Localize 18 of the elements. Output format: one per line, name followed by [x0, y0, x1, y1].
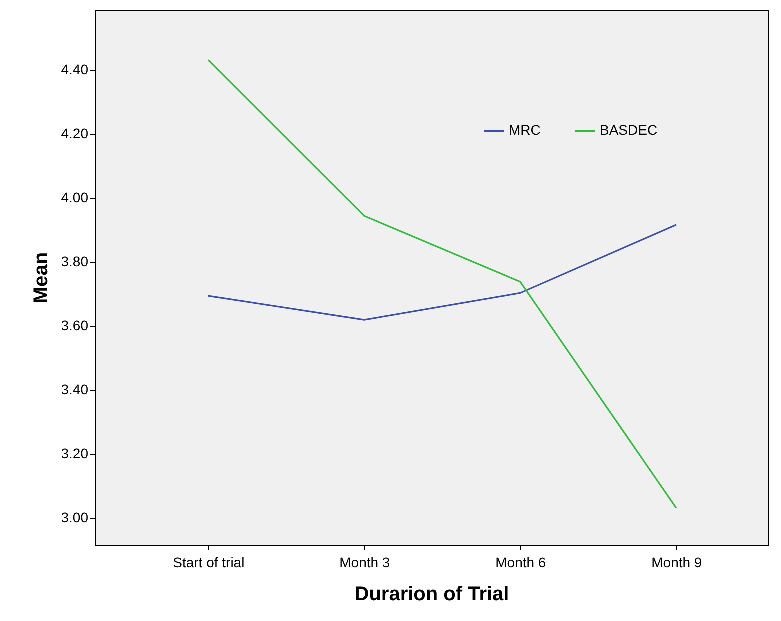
y-tick-label: 3.40 — [61, 382, 89, 398]
y-tick-label: 4.20 — [61, 126, 89, 142]
x-tick-label: Start of trial — [173, 554, 245, 570]
y-tick-label: 4.40 — [61, 62, 89, 78]
x-tick-label: Month 6 — [496, 554, 546, 570]
x-tick-label: Month 9 — [652, 554, 702, 570]
x-axis-title: Durarion of Trial — [354, 584, 510, 606]
x-tick-label: Month 3 — [340, 554, 390, 570]
y-tick-label: 3.60 — [61, 318, 89, 334]
line-series — [208, 59, 678, 510]
y-axis-title: Mean — [30, 252, 52, 304]
line-series — [208, 224, 678, 321]
legend-label: BASDEC — [600, 122, 658, 138]
y-tick-label: 3.20 — [61, 446, 89, 462]
y-tick-label: 3.80 — [61, 254, 89, 270]
y-tick-label: 4.00 — [61, 190, 89, 206]
legend-label: MRC — [509, 122, 541, 138]
y-tick-label: 3.00 — [61, 510, 89, 526]
